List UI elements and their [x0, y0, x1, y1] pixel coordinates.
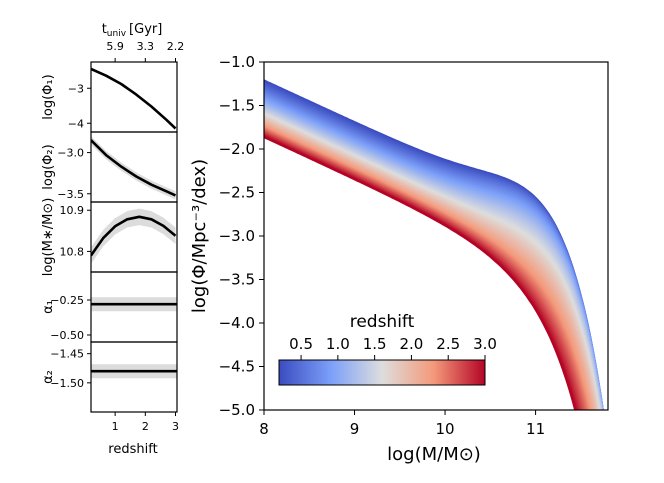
main-y-ticks: −1.0 −1.5 −2.0 −2.5 −3.0 −3.5 −4.0 −4.5 −5.0 — [219, 53, 264, 419]
panel-alpha1: −0.25 −0.50 α₁ — [41, 271, 178, 343]
colorbar: redshift 0.5 1.0 1.5 2.0 2.5 3.0 — [278, 312, 497, 386]
panel-y-tick-label: 10.8 — [60, 245, 85, 258]
panel-logphi1: −3 −4 log(Φ₁) — [41, 61, 178, 133]
top-axis-label-t: t — [102, 22, 107, 37]
top-axis-tick-label: 5.9 — [106, 40, 124, 53]
small-x-tick-label: 1 — [112, 420, 119, 433]
mass-function-bands — [264, 79, 604, 410]
colorbar-tick-label: 1.5 — [363, 335, 387, 353]
top-time-axis: tuniv [Gyr] 5.9 3.3 2.2 — [102, 22, 185, 62]
panel-y-tick-label: −0.50 — [50, 329, 84, 342]
main-y-axis-label: log(Φ/Mpc⁻³/dex) — [189, 159, 210, 313]
panel-y-tick-label: −3.0 — [57, 147, 84, 160]
parameter-line — [91, 139, 177, 197]
small-x-tick-label: 3 — [172, 420, 179, 433]
panel-y-tick-label: −0.25 — [50, 294, 84, 307]
colorbar-tick-label: 2.0 — [399, 335, 423, 353]
colorbar-tick-label: 1.0 — [326, 335, 350, 353]
panel-plot-area — [91, 136, 177, 200]
main-x-tick-label: 8 — [259, 420, 269, 438]
main-x-ticks: 8 9 10 11 — [259, 410, 545, 438]
main-x-tick-label: 9 — [350, 420, 360, 438]
panel-y-label: log(Φ₂) — [41, 144, 56, 189]
panel-y-tick-label: −1.45 — [50, 348, 84, 361]
panel-y-tick-label: −3.5 — [57, 188, 84, 201]
main-y-tick-label: −1.0 — [219, 53, 255, 71]
main-panel: −1.0 −1.5 −2.0 −2.5 −3.0 −3.5 −4.0 −4.5 −5.0 8 9 1… — [189, 53, 609, 465]
colorbar-ticks: 0.5 1.0 1.5 2.0 2.5 3.0 — [289, 335, 497, 360]
colorbar-gradient — [278, 359, 486, 386]
top-axis-label: tuniv [Gyr] — [102, 22, 163, 39]
colorbar-tick-label: 0.5 — [289, 335, 313, 353]
mass-function-curve — [264, 135, 577, 410]
panel-frame — [90, 341, 178, 413]
panel-y-tick-label: −1.50 — [50, 377, 84, 390]
panel-plot-area — [91, 364, 177, 379]
colorbar-label: redshift — [350, 312, 415, 332]
panel-y-tick-label: −4 — [68, 117, 84, 130]
main-y-tick-label: −2.5 — [219, 184, 255, 202]
parameter-line — [91, 67, 177, 130]
top-axis-label-unit: [Gyr] — [129, 22, 162, 37]
main-y-tick-label: −2.0 — [219, 140, 255, 158]
panel-y-tick-label: −3 — [68, 82, 84, 95]
top-axis-tick-label: 3.3 — [137, 40, 155, 53]
small-x-axis-label: redshift — [108, 442, 157, 457]
panel-frame — [90, 61, 178, 133]
colorbar-tick-label: 2.5 — [436, 335, 460, 353]
main-x-tick-label: 10 — [436, 420, 455, 438]
panel-plot-area — [91, 208, 177, 264]
panel-y-label: log(Φ₁) — [41, 74, 56, 119]
main-y-tick-label: −4.0 — [219, 314, 255, 332]
small-x-tick-label: 2 — [142, 420, 149, 433]
panel-y-label: α₂ — [41, 370, 56, 384]
panel-y-label: log(M∗/M⊙) — [41, 198, 56, 277]
top-axis-label-sub: univ — [107, 29, 127, 39]
main-x-tick-label: 11 — [526, 420, 545, 438]
main-x-axis-label: log(M/M⊙) — [387, 444, 481, 465]
top-axis-tick-label: 2.2 — [167, 40, 185, 53]
colorbar-tick-label: 3.0 — [473, 335, 497, 353]
main-y-tick-label: −3.5 — [219, 271, 255, 289]
main-y-tick-label: −5.0 — [219, 401, 255, 419]
panel-y-label: α₁ — [41, 300, 56, 314]
uncertainty-band — [91, 136, 176, 200]
panel-logmstar: 10.9 10.8 log(M∗/M⊙) — [41, 198, 178, 277]
panel-plot-area — [91, 297, 177, 312]
main-y-tick-label: −1.5 — [219, 97, 255, 115]
main-y-tick-label: −3.0 — [219, 227, 255, 245]
panel-y-tick-label: 10.9 — [60, 204, 85, 217]
panel-plot-area — [91, 67, 177, 130]
parameter-line — [91, 215, 177, 257]
main-y-tick-label: −4.5 — [219, 358, 255, 376]
